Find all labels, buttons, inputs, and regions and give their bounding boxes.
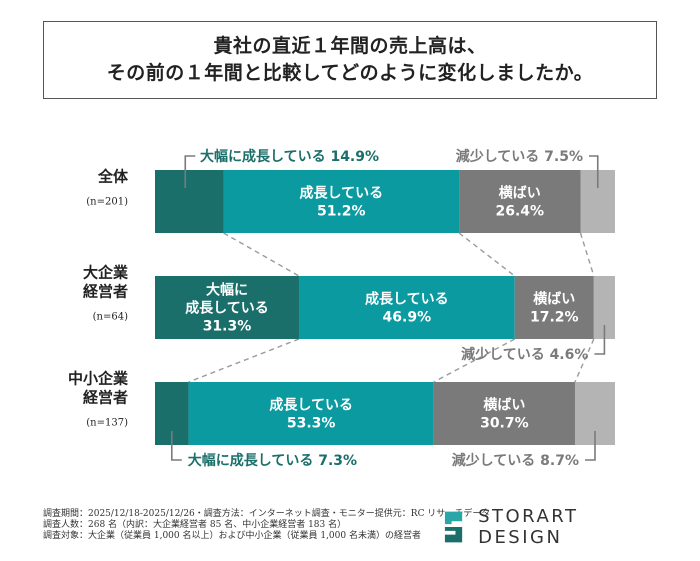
chart-title-box: 貴社の直近１年間の売上高は、 その前の１年間と比較してどのように変化しましたか。 (43, 21, 657, 99)
segment-label: 31.3% (203, 319, 252, 335)
callout-bracket (184, 155, 196, 188)
chart-title-line-2: その前の１年間と比較してどのように変化しましたか。 (106, 62, 594, 84)
segment-label: 横ばい (483, 397, 525, 414)
callout-bracket (170, 431, 182, 461)
segment-label: 成長している (269, 397, 353, 414)
bar-segment (593, 276, 615, 339)
segment-label: 51.2% (317, 204, 366, 220)
segment-label: 成長している (365, 291, 449, 308)
group-n-label: (n=137) (86, 418, 128, 429)
group-label: 大企業 (83, 264, 129, 282)
callout-label: 減少している 7.5% (456, 148, 583, 165)
callout-label: 大幅に成長している 14.9% (200, 148, 379, 165)
brand: STORART DESIGN (443, 506, 663, 548)
segment-label: 成長している (185, 300, 269, 317)
footnote-target: 調査対象：大企業（従業員 1,000 名以上）および中小企業（従業員 1,000… (43, 531, 421, 541)
bar-segment (188, 382, 434, 445)
segment-label: 成長している (300, 185, 384, 202)
segment-label: 大幅に (206, 282, 248, 299)
connector-line (188, 338, 300, 383)
callout-bracket (589, 155, 599, 188)
connector-line (433, 338, 516, 383)
bar-segment (223, 170, 460, 233)
callout-bracket (594, 325, 606, 355)
footnote-respondents: 調査人数：268 名（内訳：大企業経営者 85 名、中小企業経営者 183 名） (43, 520, 347, 530)
bar-segment (155, 276, 299, 339)
bar-segment (514, 276, 594, 339)
group-n-label: (n=64) (93, 312, 128, 323)
connector-line (579, 232, 595, 277)
connector-line (458, 232, 516, 277)
chart-title-line-1: 貴社の直近１年間の売上高は、 (213, 35, 487, 57)
bar-segment (155, 170, 224, 233)
group-label: 経営者 (83, 283, 128, 301)
group-label: 経営者 (83, 389, 128, 407)
group-label: 全体 (97, 168, 129, 186)
footnote-survey-period: 調査期間：2025/12/18-2025/12/26・調査方法：インターネット調… (43, 509, 491, 519)
callout-bracket (584, 431, 596, 461)
bar-segment (433, 382, 575, 445)
callout-label: 減少している 8.7% (452, 452, 579, 469)
segment-label: 17.2% (530, 310, 579, 326)
callout-label: 減少している 4.6% (461, 346, 588, 363)
brand-name: STORART DESIGN (478, 506, 579, 548)
segment-label: 53.3% (287, 416, 336, 432)
segment-label: 横ばい (499, 185, 541, 202)
connector-line (574, 338, 595, 383)
bar-segment (459, 170, 581, 233)
segment-label: 30.7% (480, 416, 529, 432)
segment-label: 46.9% (383, 310, 432, 326)
segment-label: 横ばい (533, 291, 575, 308)
callout-label: 大幅に成長している 7.3% (188, 452, 357, 469)
segment-label: 26.4% (495, 204, 544, 220)
connector-line (223, 232, 300, 277)
bar-segment (298, 276, 515, 339)
group-label: 中小企業 (68, 370, 129, 388)
group-n-label: (n=201) (86, 197, 128, 208)
storart-logo-icon (444, 511, 463, 543)
